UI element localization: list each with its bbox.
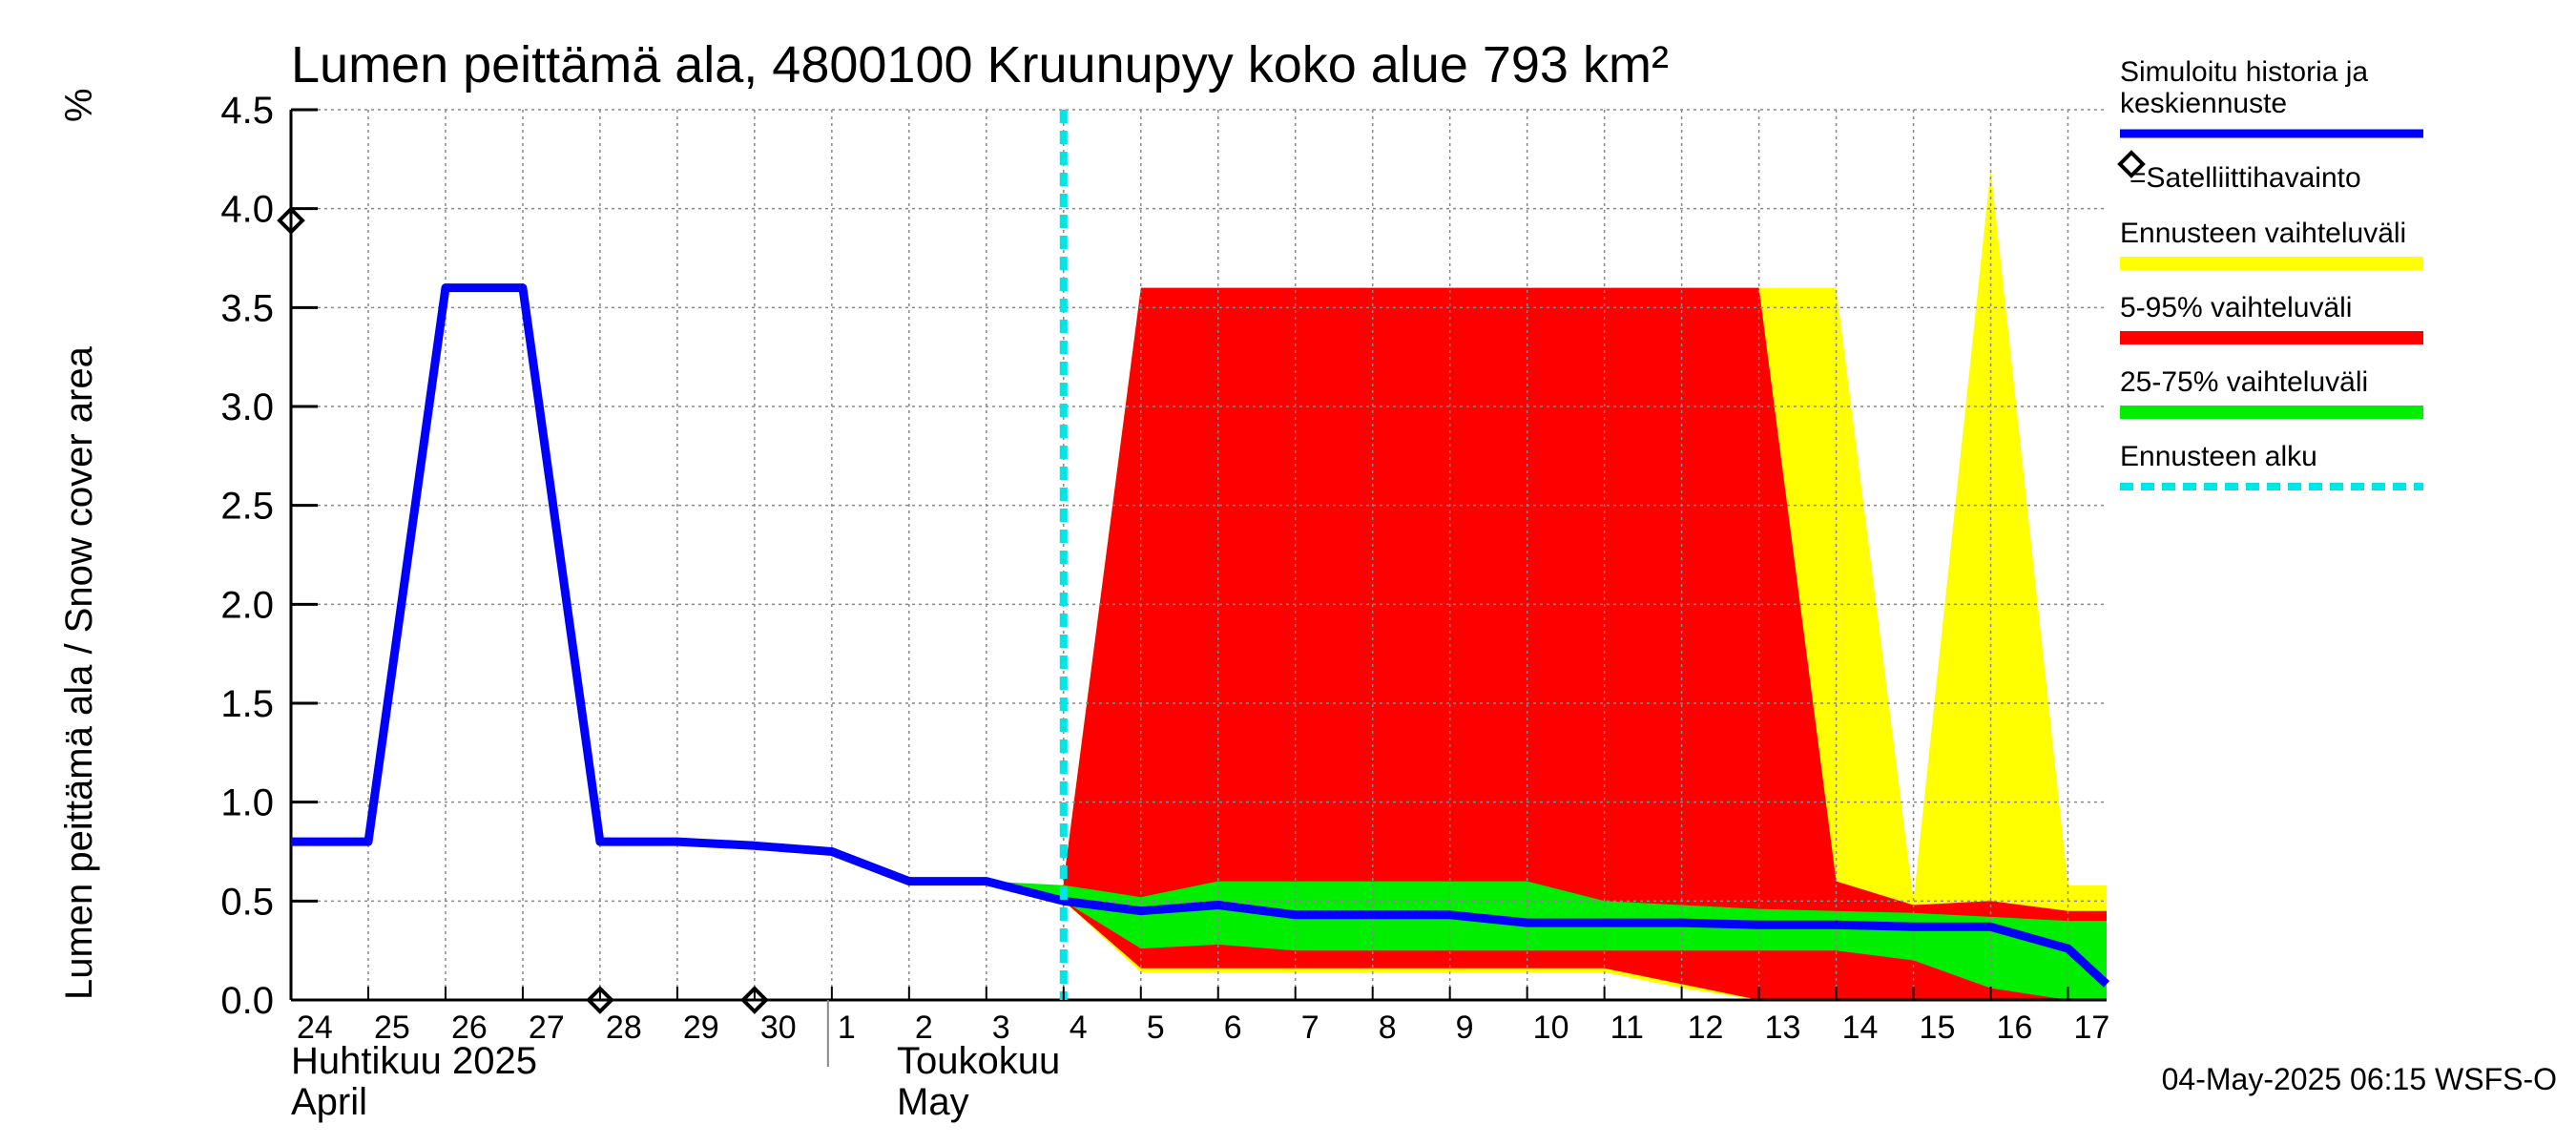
series-lines — [291, 110, 2110, 1000]
forecast-bands — [986, 169, 2107, 1001]
x-tick-label: 30 — [760, 1010, 797, 1046]
y-tick-label: 4.5 — [220, 90, 274, 132]
band-5-95 — [1063, 287, 2107, 1001]
x-tick-label: 4 — [1070, 1010, 1088, 1046]
x-tick-label: 3 — [992, 1010, 1010, 1046]
legend: Simuloitu historia ja keskiennuste =Sate… — [2117, 56, 2423, 490]
x-tick-label: 28 — [606, 1010, 642, 1046]
legend-forecast-start-label: Ennusteen alku — [2120, 441, 2317, 472]
history-line — [291, 283, 2110, 988]
x-tick-label: 5 — [1147, 1010, 1165, 1046]
x-tick-label: 14 — [1842, 1010, 1879, 1046]
month-label-april-en: April — [291, 1081, 367, 1123]
x-tick-label: 17 — [2074, 1010, 2110, 1046]
legend-history-label-2: keskiennuste — [2120, 88, 2287, 119]
satellite-marker — [586, 986, 614, 1014]
legend-25-75-label: 25-75% vaihteluväli — [2120, 366, 2368, 398]
x-tick-label: 7 — [1301, 1010, 1319, 1046]
y-axis-unit: % — [58, 88, 100, 122]
x-ticks: 24 25 26 27 28 29 30 1 2 3 4 5 6 7 8 9 10 11 12 13 14 15 16 17 — [290, 987, 2110, 1046]
y-tick-label: 3.5 — [220, 287, 274, 329]
x-tick-label: 9 — [1456, 1010, 1474, 1046]
y-tick-label: 4.0 — [220, 189, 274, 231]
y-axis-label: Lumen peittämä ala / Snow cover area — [58, 345, 100, 1000]
y-tick-label: 2.5 — [220, 486, 274, 528]
plot-frame — [289, 110, 2107, 1067]
x-tick-label: 6 — [1224, 1010, 1242, 1046]
y-tick-label: 0.5 — [220, 881, 274, 923]
grid — [291, 109, 2107, 1000]
y-ticks: 0.0 0.5 1.0 1.5 2.0 2.5 3.0 3.5 4.0 4.5 — [220, 90, 318, 1022]
x-tick-label: 11 — [1610, 1010, 1644, 1046]
x-tick-label: 24 — [297, 1010, 333, 1046]
x-tick-label: 16 — [1997, 1010, 2033, 1046]
y-axis-label-group: Lumen peittämä ala / Snow cover area % — [58, 88, 100, 1000]
x-tick-label: 25 — [374, 1010, 410, 1046]
x-tick-label: 12 — [1688, 1010, 1724, 1046]
satellite-markers — [277, 206, 769, 1014]
y-tick-label: 1.0 — [220, 782, 274, 824]
month-label-may-en: May — [897, 1081, 969, 1123]
y-tick-label: 2.0 — [220, 584, 274, 626]
satellite-marker — [740, 986, 769, 1014]
x-tick-label: 2 — [915, 1010, 933, 1046]
timestamp: 04-May-2025 06:15 WSFS-O — [2162, 1062, 2557, 1096]
legend-outer-label: Ennusteen vaihteluväli — [2120, 218, 2406, 249]
month-labels: Huhtikuu 2025 April Toukokuu May — [291, 1040, 1060, 1123]
x-tick-label: 26 — [451, 1010, 488, 1046]
y-tick-label: 0.0 — [220, 980, 274, 1022]
legend-satellite-label: =Satelliittihavainto — [2129, 162, 2361, 194]
x-tick-label: 8 — [1379, 1010, 1397, 1046]
x-tick-label: 29 — [683, 1010, 719, 1046]
y-tick-label: 3.0 — [220, 386, 274, 428]
legend-satellite-marker — [2117, 150, 2146, 178]
legend-5-95-label: 5-95% vaihteluväli — [2120, 292, 2352, 323]
month-label-april-fi: Huhtikuu 2025 — [291, 1040, 537, 1082]
y-tick-label: 1.5 — [220, 683, 274, 725]
x-tick-label: 10 — [1533, 1010, 1569, 1046]
x-tick-label: 27 — [529, 1010, 565, 1046]
satellite-marker — [277, 206, 305, 235]
month-label-may-fi: Toukokuu — [897, 1040, 1060, 1082]
x-tick-label: 15 — [1920, 1010, 1956, 1046]
legend-history-label-1: Simuloitu historia ja — [2120, 56, 2368, 88]
x-tick-label: 13 — [1765, 1010, 1801, 1046]
x-tick-label: 1 — [838, 1010, 856, 1046]
chart-title: Lumen peittämä ala, 4800100 Kruunupyy ko… — [291, 36, 1669, 94]
